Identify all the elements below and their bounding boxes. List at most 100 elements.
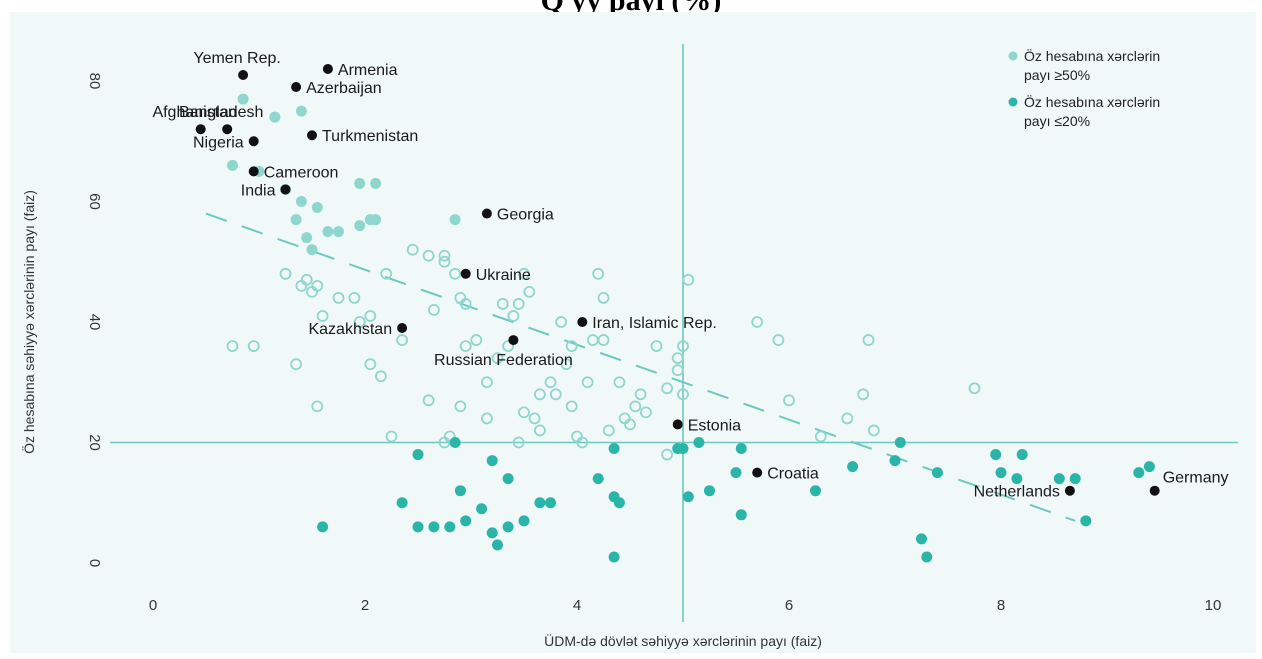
point-light <box>301 232 313 244</box>
point-open <box>290 358 303 371</box>
point-label: Croatia <box>767 466 819 483</box>
point-open <box>512 298 525 310</box>
point-open <box>406 243 419 256</box>
point-open <box>507 310 520 322</box>
x-tick-label: 10 <box>1205 597 1222 614</box>
point-open <box>385 430 398 443</box>
point-dark <box>682 491 694 503</box>
y-axis-title: Öz hesabına səhiyyə xərclərinin payı (fa… <box>20 190 37 454</box>
point-open <box>682 273 695 286</box>
point-dark <box>317 521 329 533</box>
legend-marker <box>1008 97 1018 107</box>
point-label: Armenia <box>338 62 398 79</box>
y-tick-label: 20 <box>86 434 103 451</box>
point-dark <box>735 443 747 455</box>
point-dark <box>502 473 514 485</box>
point-open <box>364 310 377 322</box>
point-dark <box>486 527 498 539</box>
point-open <box>661 382 673 395</box>
point-dark <box>730 467 742 479</box>
point-light <box>227 159 238 171</box>
point-open <box>332 291 345 304</box>
point-dark <box>460 515 472 527</box>
point-dark <box>990 449 1002 461</box>
point-open <box>523 285 536 298</box>
point-dark <box>1143 461 1155 473</box>
point-dark <box>534 497 546 509</box>
point-open <box>576 436 589 449</box>
point-label: Netherlands <box>974 484 1060 501</box>
labeled-point <box>195 124 206 135</box>
point-open <box>587 334 599 346</box>
point-open <box>454 400 467 413</box>
point-open <box>380 267 393 280</box>
labeled-point <box>280 184 291 195</box>
point-dark <box>428 521 440 533</box>
point-open <box>814 430 827 443</box>
point-open <box>634 388 647 401</box>
point-dark <box>916 533 927 545</box>
point-open <box>751 316 764 328</box>
point-dark <box>608 443 620 455</box>
point-dark <box>894 437 906 448</box>
point-open <box>311 400 324 413</box>
point-label: India <box>241 182 276 199</box>
labeled-point <box>577 317 588 327</box>
point-light <box>354 177 366 189</box>
point-open <box>671 352 684 365</box>
point-light <box>311 202 323 214</box>
point-label: Azerbaijan <box>306 80 382 97</box>
x-tick-label: 0 <box>149 597 157 614</box>
point-label: Germany <box>1163 470 1229 487</box>
point-dark <box>412 521 424 533</box>
point-light <box>370 214 382 226</box>
point-open <box>512 436 525 449</box>
point-open <box>422 249 435 262</box>
point-label: Bangladesh <box>179 104 264 121</box>
point-label: Afghanistan <box>152 104 237 121</box>
point-dark <box>931 467 943 479</box>
point-open <box>867 424 880 437</box>
point-dark <box>396 497 408 509</box>
x-tick-label: 2 <box>361 597 369 614</box>
point-open <box>422 394 435 407</box>
chart-panel: 0 2 4 6 8 10 0 20 40 60 80 ÜDM-də dövlət səhiyyə xə… <box>10 12 1256 653</box>
point-open <box>772 334 785 346</box>
point-label: Estonia <box>688 417 741 434</box>
point-open <box>613 376 626 389</box>
point-open <box>247 340 260 353</box>
point-dark <box>1053 473 1065 485</box>
y-tick-label: 0 <box>86 559 103 567</box>
point-open <box>491 352 504 365</box>
labeled-point <box>460 268 471 279</box>
point-label: Kazakhstan <box>308 321 392 338</box>
point-open <box>862 334 875 346</box>
labeled-point <box>397 323 408 334</box>
labeled-point <box>481 208 492 219</box>
point-open <box>518 406 530 419</box>
point-dark <box>1133 467 1145 479</box>
point-open <box>534 424 546 437</box>
point-open <box>565 340 578 353</box>
point-open <box>677 340 689 353</box>
point-open <box>661 448 673 461</box>
point-label: Yemen Rep. <box>193 50 280 67</box>
point-dark <box>704 485 715 497</box>
point-dark <box>613 497 625 509</box>
point-open <box>528 412 541 425</box>
point-open <box>502 340 515 353</box>
legend-label: payı ≤20% <box>1024 113 1090 129</box>
point-dark <box>412 449 424 461</box>
point-label: Turkmenistan <box>322 128 418 145</box>
point-open <box>348 291 361 304</box>
labeled-point <box>752 467 763 478</box>
point-open <box>597 291 610 304</box>
y-tick-label: 40 <box>86 314 103 331</box>
point-dark <box>1016 449 1028 461</box>
point-dark <box>476 503 488 515</box>
point-dark <box>454 485 466 497</box>
point-label: Cameroon <box>264 164 339 181</box>
point-open <box>496 298 509 310</box>
point-dark <box>1011 473 1023 485</box>
point-open <box>629 400 642 413</box>
